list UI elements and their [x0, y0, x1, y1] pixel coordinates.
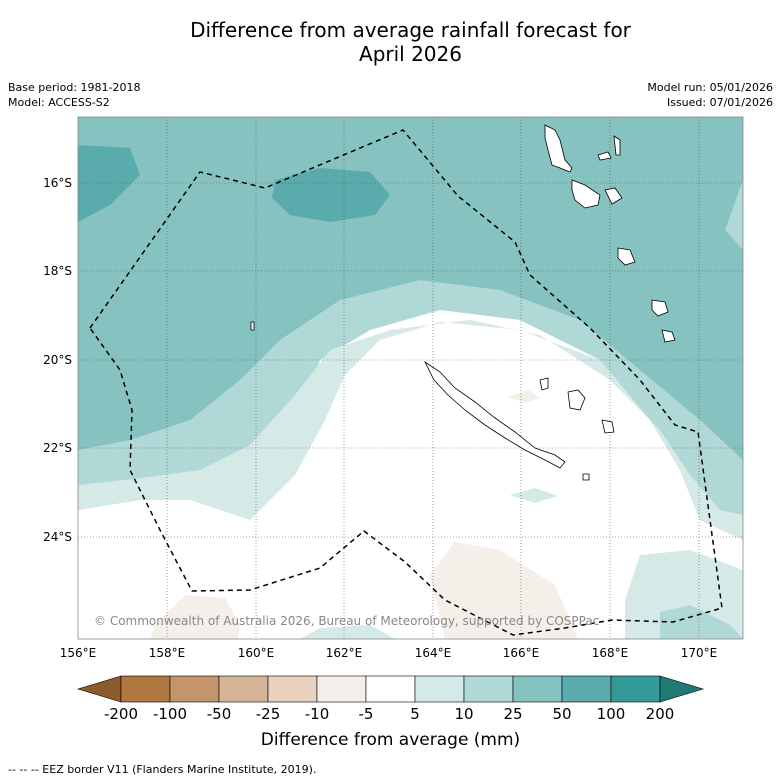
colorbar-tick-label: 100: [596, 705, 626, 723]
island-espiritu-santo: [544, 124, 573, 173]
colorbar: [76, 675, 705, 703]
issued-date: Issued: 07/01/2026: [666, 96, 773, 109]
colorbar-swatch: [169, 675, 220, 703]
colorbar-swatch: [218, 675, 269, 703]
colorbar-swatch: [610, 675, 661, 703]
island-east-2: [661, 329, 676, 343]
island-loyalty-2: [539, 377, 549, 391]
eez-footnote: -- -- -- EEZ border V11 (Flanders Marine…: [8, 763, 317, 776]
meta-left: Base period: 1981-2018 Model: ACCESS-S2: [8, 80, 140, 110]
island-loyalty-3: [601, 419, 615, 434]
map-title-line2: April 2026: [359, 42, 462, 66]
map-title-line1: Difference from average rainfall forecas…: [190, 18, 631, 42]
colorbar-swatch: [316, 675, 367, 703]
latitude-label: 24°S: [43, 530, 72, 544]
colorbar-tick-label: -100: [152, 705, 188, 723]
colorbar-swatch: [267, 675, 318, 703]
contour-dry-south: [430, 542, 578, 639]
colorbar-tick-label: -5: [358, 705, 374, 723]
contour-southeast-inner: [660, 605, 743, 639]
colorbar-swatch: [120, 675, 171, 703]
copyright-text: © Commonwealth of Australia 2026, Bureau…: [94, 614, 600, 628]
colorbar-extend-high: [659, 675, 705, 703]
colorbar-tick-label: -200: [103, 705, 139, 723]
rainfall-contours: [78, 117, 743, 639]
contour-dry-small: [508, 390, 540, 403]
contour-small-patch: [510, 488, 558, 503]
colorbar-swatch: [463, 675, 514, 703]
colorbar-tick-label: 25: [503, 705, 523, 723]
colorbar-tick-label: -25: [255, 705, 281, 723]
base-period: Base period: 1981-2018: [8, 81, 141, 94]
island-tanna: [617, 247, 636, 266]
contour-5-10: [78, 320, 743, 540]
gridlines: [78, 117, 743, 639]
latitude-label: 16°S: [43, 176, 72, 190]
colorbar-swatch: [365, 675, 416, 703]
island-efate: [604, 187, 623, 205]
colorbar-tick-label: 10: [454, 705, 474, 723]
coastlines: [250, 124, 676, 481]
longitude-label: 164°E: [414, 646, 452, 660]
latitude-label: 20°S: [43, 353, 72, 367]
island-loyalty-1: [567, 389, 586, 411]
contour-50-100-center: [272, 168, 390, 222]
colorbar-extend-low: [76, 675, 122, 703]
contour-east-patch: [725, 180, 743, 250]
island-north-1: [613, 135, 621, 156]
colorbar-swatch: [512, 675, 563, 703]
island-chesterfield: [250, 321, 255, 331]
island-south-1: [582, 473, 590, 481]
eez-border: [89, 129, 723, 636]
longitude-label: 170°E: [680, 646, 718, 660]
contour-south-patch: [300, 625, 395, 639]
colorbar-swatch: [561, 675, 612, 703]
island-malekula: [571, 179, 601, 209]
model-name: Model: ACCESS-S2: [8, 96, 110, 109]
colorbar-tick-label: -10: [304, 705, 330, 723]
longitude-label: 160°E: [237, 646, 275, 660]
colorbar-title: Difference from average (mm): [260, 730, 521, 750]
meta-right: Model run: 05/01/2026 Issued: 07/01/2026: [647, 80, 773, 110]
model-run: Model run: 05/01/2026: [647, 81, 773, 94]
colorbar-tick-label: 50: [552, 705, 572, 723]
longitude-label: 166°E: [502, 646, 540, 660]
new-caledonia: [423, 360, 566, 469]
longitude-label: 156°E: [59, 646, 97, 660]
contour-dry-southwest: [150, 595, 240, 639]
latitude-label: 18°S: [43, 264, 72, 278]
longitude-label: 168°E: [591, 646, 629, 660]
map-frame: [77, 116, 744, 640]
colorbar-tick-label: 5: [410, 705, 420, 723]
colorbar-swatch: [414, 675, 465, 703]
contour-25-50: [78, 117, 743, 460]
colorbar-tick-label: 200: [645, 705, 675, 723]
island-north-2: [597, 151, 612, 161]
latitude-label: 22°S: [43, 441, 72, 455]
island-east-1: [651, 299, 669, 317]
longitude-label: 158°E: [148, 646, 186, 660]
map-title: Difference from average rainfall forecas…: [0, 18, 781, 66]
longitude-label: 162°E: [325, 646, 363, 660]
colorbar-tick-label: -50: [206, 705, 232, 723]
contour-50-100-west: [78, 145, 140, 222]
